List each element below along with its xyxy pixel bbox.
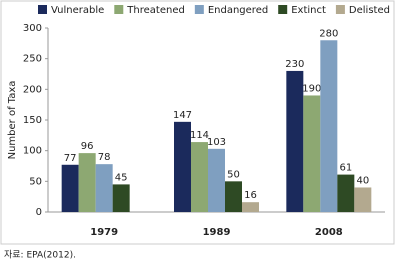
bar bbox=[208, 148, 225, 212]
legend-swatch bbox=[335, 5, 345, 14]
value-label: 16 bbox=[244, 190, 257, 201]
legend-swatch bbox=[114, 5, 124, 14]
y-tick-label: 250 bbox=[23, 54, 42, 65]
legend-swatch bbox=[194, 5, 204, 14]
value-label: 96 bbox=[81, 141, 94, 152]
y-tick-label: 150 bbox=[23, 115, 42, 126]
bar bbox=[78, 153, 96, 212]
source-note: 자료: EPA(2012). bbox=[4, 250, 76, 261]
legend-swatch bbox=[38, 5, 47, 14]
chart-border bbox=[0, 0, 395, 245]
y-tick-label: 200 bbox=[23, 84, 42, 95]
value-label: 230 bbox=[285, 59, 304, 70]
bar bbox=[320, 40, 338, 213]
legend-label: Endangered bbox=[208, 5, 268, 16]
legend-label: Delisted bbox=[349, 5, 390, 16]
legend-label: Threatened bbox=[126, 5, 185, 16]
bar bbox=[242, 202, 259, 212]
bar bbox=[95, 164, 113, 212]
bar bbox=[337, 174, 355, 212]
value-label: 78 bbox=[98, 152, 111, 163]
value-label: 114 bbox=[190, 130, 209, 141]
value-label: 61 bbox=[339, 163, 352, 174]
y-tick-label: 100 bbox=[23, 146, 42, 157]
y-tick-label: 50 bbox=[29, 176, 42, 187]
y-tick-label: 0 bbox=[36, 207, 42, 218]
bar bbox=[354, 187, 372, 212]
value-label: 77 bbox=[64, 153, 77, 164]
bar bbox=[225, 181, 242, 212]
bar bbox=[61, 164, 79, 212]
y-axis-label: Number of Taxa bbox=[7, 81, 18, 160]
bar bbox=[303, 95, 321, 212]
legend-label: Extinct bbox=[291, 5, 326, 16]
legend-swatch bbox=[278, 5, 288, 14]
x-tick-label: 1979 bbox=[90, 227, 118, 238]
bar bbox=[112, 184, 130, 212]
value-label: 45 bbox=[115, 172, 128, 183]
legend-label: Vulnerable bbox=[51, 5, 104, 16]
bar bbox=[286, 70, 304, 212]
bar bbox=[191, 142, 208, 212]
value-label: 280 bbox=[319, 28, 338, 39]
value-label: 103 bbox=[207, 137, 226, 148]
bar bbox=[174, 121, 191, 212]
y-tick-label: 300 bbox=[23, 23, 42, 34]
x-tick-label: 2008 bbox=[315, 227, 343, 238]
value-label: 50 bbox=[227, 169, 240, 180]
value-label: 40 bbox=[356, 175, 369, 186]
x-tick-label: 1989 bbox=[203, 227, 231, 238]
value-label: 190 bbox=[302, 83, 321, 94]
value-label: 147 bbox=[173, 110, 192, 121]
